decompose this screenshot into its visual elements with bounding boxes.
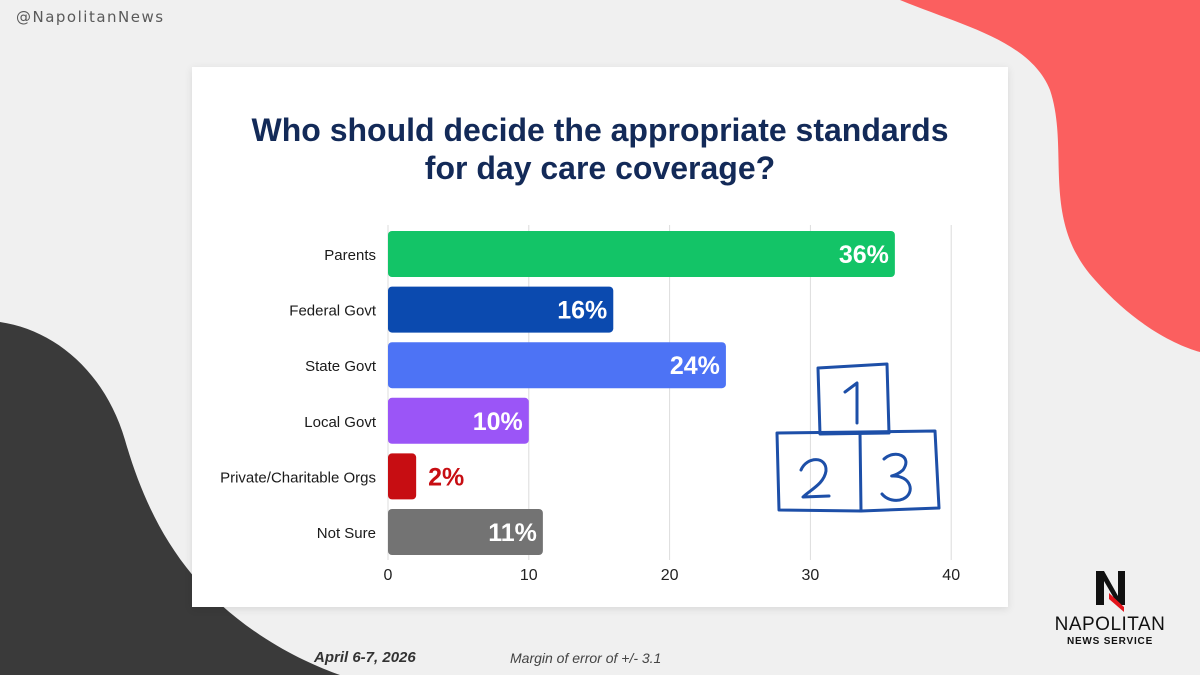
category-label: Federal Govt [289,303,377,320]
dark-corner-shape [0,322,340,675]
x-tick-label: 0 [384,567,393,584]
bar [388,397,529,444]
data-label: 36% [839,241,889,269]
napolitan-n-icon [1096,571,1125,612]
chart-title-line-2: for day care coverage? [424,150,776,186]
bar [388,342,726,389]
x-tick-label: 30 [802,567,820,584]
data-label: 10% [473,408,523,436]
podium-doodle-icon [775,362,941,513]
data-label: 11% [488,519,537,547]
data-label: 16% [557,297,607,325]
chart-title: Who should decide the appropriate standa… [192,111,1008,187]
social-handle: @NapolitanNews [16,8,165,26]
category-label: Parents [324,247,376,264]
red-corner-shape [900,0,1200,352]
x-tick-label: 40 [942,567,960,584]
napolitan-logo: NAPOLITAN NEWS SERVICE [1040,566,1180,650]
data-label: 2% [428,463,464,491]
category-label: Not Sure [317,525,376,542]
category-label: Local Govt [304,414,377,431]
logo-wordmark: NAPOLITAN [1054,614,1166,635]
bar [388,453,417,500]
data-label: 24% [670,352,720,380]
logo-subtitle: NEWS SERVICE [1066,636,1154,647]
grid-lines [387,225,952,560]
bar [388,231,895,277]
bars: Parents 36% Federal Govt 16% State Govt 24% Lo… [220,231,895,555]
margin-of-error: Margin of error of +/- 3.1 [510,650,662,666]
category-label: State Govt [305,358,377,375]
chart-card: Who should decide the appropriate standa… [192,67,1008,607]
survey-date: April 6-7, 2026 [314,649,416,666]
chart-title-line-1: Who should decide the appropriate standa… [251,112,949,148]
bar [388,509,543,555]
x-tick-label: 20 [661,567,679,584]
x-axis-ticks: 0 10 20 30 40 [384,567,961,584]
category-label: Private/Charitable Orgs [220,469,376,486]
x-tick-label: 10 [520,567,538,584]
bar [388,286,614,333]
